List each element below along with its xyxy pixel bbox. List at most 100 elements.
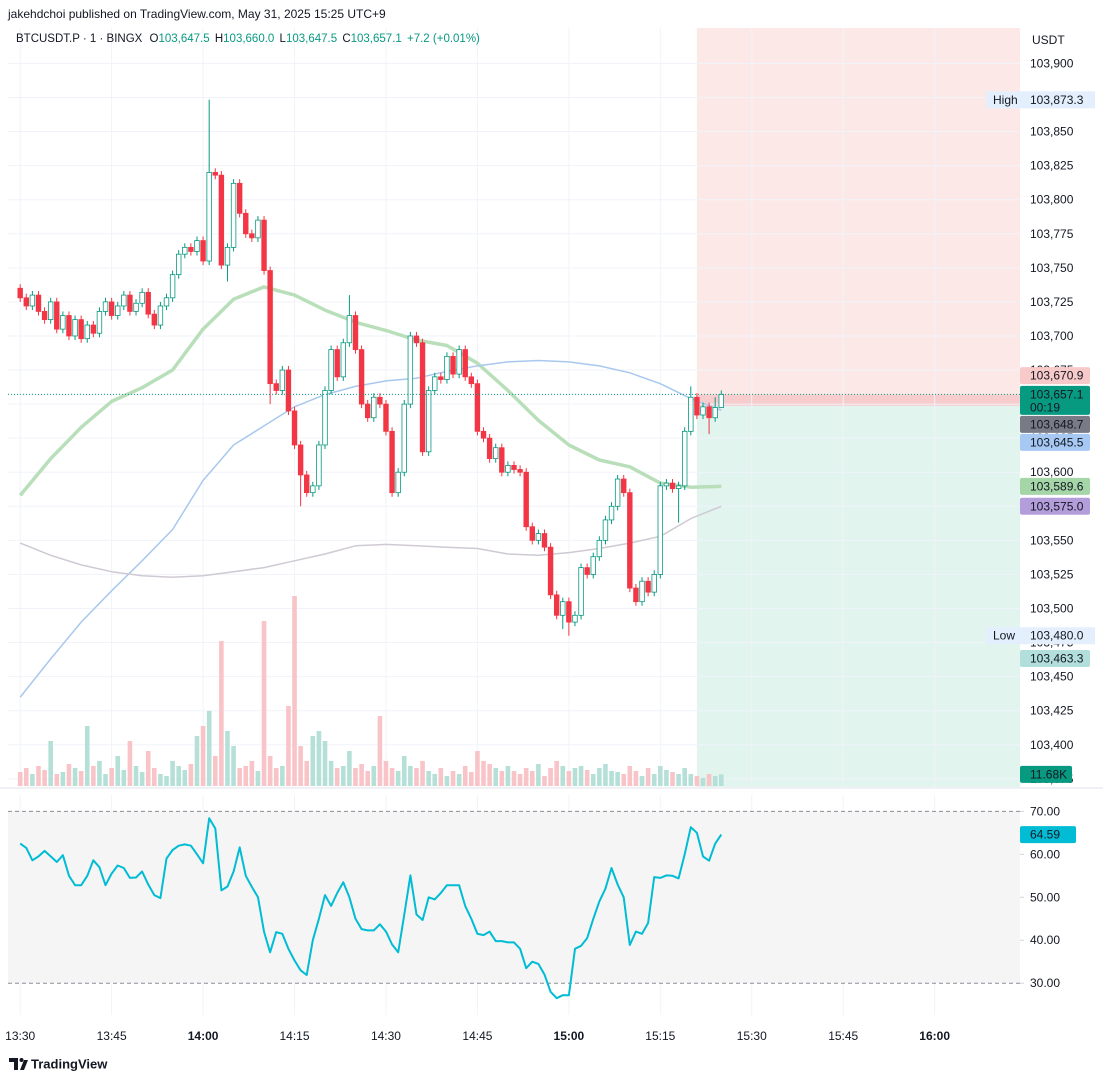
candle-body: [499, 447, 505, 473]
stop-zone: [696, 28, 1020, 406]
candle-body: [718, 394, 724, 408]
x-tick-label: 13:45: [97, 1029, 127, 1043]
candle-body: [218, 174, 225, 266]
volume-bar: [481, 761, 486, 786]
y-tick-label: 103,725: [1030, 295, 1074, 309]
volume-bar: [304, 761, 310, 786]
price-label: 103,648.7: [1030, 417, 1084, 431]
candle-body: [413, 335, 420, 344]
candle-body: [444, 356, 450, 380]
volume-bar: [127, 741, 133, 786]
candle-body: [72, 319, 78, 337]
rsi-band: [8, 811, 1020, 984]
volume-bar: [267, 756, 273, 786]
volume-bar: [188, 764, 194, 786]
logo-icon-dot: [19, 1058, 24, 1062]
candle-body: [371, 396, 377, 419]
volume-bar: [603, 764, 608, 786]
candle-body: [651, 574, 657, 593]
candle-body: [54, 301, 60, 330]
price-label-box: [1020, 650, 1090, 668]
candle-body: [529, 526, 535, 541]
rsi-tick-label: 50.00: [1030, 890, 1060, 904]
moving-average: [19, 505, 722, 578]
volume-bar: [688, 774, 694, 786]
candle-body: [108, 301, 115, 316]
candle-body: [182, 246, 188, 255]
price-label-box: [1020, 367, 1090, 385]
volume-bar: [389, 768, 395, 786]
volume-bar: [60, 772, 66, 786]
volume-bar: [316, 731, 322, 786]
candle-body: [425, 390, 432, 453]
candle-body: [157, 305, 164, 326]
volume-bar: [694, 776, 700, 786]
rsi-layer: [8, 810, 1020, 1000]
y-tick-label: 103,700: [1030, 329, 1074, 343]
volume-bar: [182, 770, 188, 786]
volume-bar: [469, 772, 474, 786]
volume-bar: [36, 766, 41, 786]
published-note: jakehdchoi published on TradingView.com,…: [7, 7, 386, 21]
candle-body: [395, 471, 401, 494]
legend-key: O: [150, 33, 159, 45]
volume-bar: [23, 768, 29, 786]
volume-bar: [328, 761, 334, 786]
volume-bar: [499, 771, 505, 786]
candle-body: [304, 474, 310, 494]
candle-body: [401, 403, 407, 473]
candle-body: [547, 546, 554, 596]
candle-body: [633, 587, 639, 603]
candle-body: [133, 302, 139, 312]
y-tick-label: 103,425: [1030, 704, 1074, 718]
grid-layer: [8, 28, 1024, 1015]
candle-body: [29, 294, 36, 307]
rsi-value-box: [1020, 826, 1076, 844]
legend-key: C: [342, 33, 350, 45]
volume-bar: [371, 766, 377, 786]
volume-bar: [517, 774, 523, 786]
volume-bar: [225, 731, 230, 786]
volume-bar: [249, 761, 255, 786]
volume-bar: [487, 764, 492, 786]
brand-name: TradingView: [31, 1057, 108, 1072]
candle-body: [340, 342, 347, 378]
candle-body: [474, 383, 481, 432]
candle-body: [322, 390, 328, 446]
x-tick-label: 15:15: [645, 1029, 675, 1043]
volume-bar: [158, 774, 163, 786]
target-zone: [696, 405, 1020, 787]
candle-body: [456, 349, 462, 375]
candle-body: [493, 447, 499, 459]
candle-body: [657, 485, 664, 575]
candle-body: [645, 580, 651, 593]
volume-bar: [651, 774, 657, 786]
brand-logo: TradingView: [9, 1057, 108, 1072]
volume-bar: [420, 761, 425, 786]
volume-bar: [462, 766, 468, 786]
candle-body: [596, 539, 603, 558]
volume-bar: [536, 764, 541, 786]
candle-body: [84, 324, 90, 340]
x-tick-label: 15:45: [828, 1029, 858, 1043]
volume-bar: [347, 751, 352, 786]
volume-bar: [706, 774, 712, 786]
price-label-box: [1020, 385, 1090, 415]
candle-body: [560, 601, 566, 616]
price-label-box: [1020, 477, 1090, 495]
legend-key: H: [215, 33, 223, 45]
volume-bar: [633, 771, 639, 786]
volume-bar: [664, 770, 669, 786]
volume-bar: [511, 771, 517, 786]
volume-bar: [560, 766, 566, 786]
x-tick-label: 16:00: [919, 1029, 950, 1043]
candle-body: [169, 274, 176, 299]
volume-bar: [243, 766, 249, 786]
candle-body: [243, 212, 249, 235]
candle-body: [41, 311, 48, 321]
volume-bar: [341, 766, 346, 786]
volume-bar: [206, 711, 212, 786]
candle-body: [285, 369, 292, 412]
volume-bar: [17, 772, 23, 786]
volume-bar: [572, 768, 578, 786]
